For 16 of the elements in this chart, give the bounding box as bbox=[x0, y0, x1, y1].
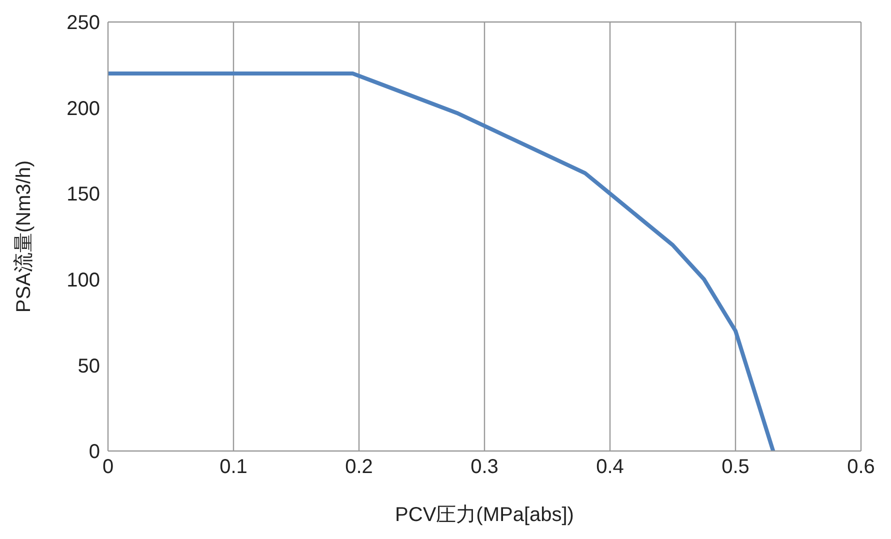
x-tick-label: 0 bbox=[102, 456, 114, 478]
x-tick-label: 0.3 bbox=[470, 456, 498, 478]
y-tick-label: 250 bbox=[66, 12, 100, 34]
y-tick-label: 100 bbox=[66, 270, 100, 292]
x-axis-title: PCV圧力(MPa[abs]) bbox=[395, 504, 574, 526]
y-tick-label: 50 bbox=[78, 355, 100, 378]
x-tick-label: 0.5 bbox=[722, 456, 750, 478]
y-tick-label: 150 bbox=[66, 184, 100, 206]
x-tick-label: 0.2 bbox=[345, 456, 373, 478]
y-axis-title: PSA流量(Nm3/h) bbox=[13, 160, 36, 313]
y-tick-label: 0 bbox=[88, 441, 100, 464]
line-series bbox=[108, 71, 776, 451]
x-tick-label: 0.6 bbox=[847, 456, 875, 478]
x-tick-label: 0.4 bbox=[596, 456, 624, 478]
y-tick-label: 200 bbox=[66, 98, 100, 120]
x-tick-label: 0.1 bbox=[220, 456, 248, 478]
